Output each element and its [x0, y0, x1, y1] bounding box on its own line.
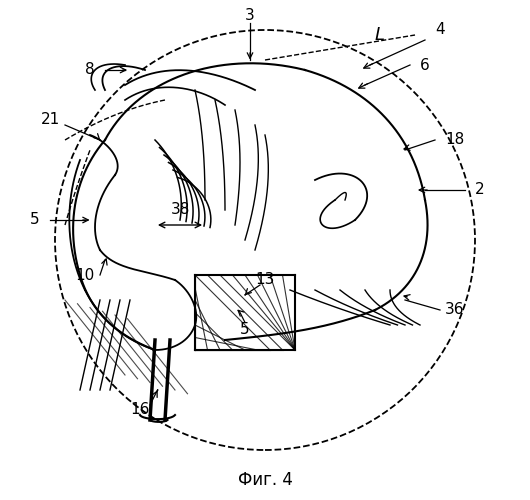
Text: Фиг. 4: Фиг. 4	[237, 471, 293, 489]
Text: 6: 6	[420, 58, 430, 72]
Text: 2: 2	[475, 182, 485, 198]
Text: 5: 5	[240, 322, 250, 338]
Text: 38: 38	[170, 202, 190, 218]
Text: L: L	[375, 26, 385, 44]
Text: 36: 36	[445, 302, 465, 318]
Text: 13: 13	[255, 272, 275, 287]
Text: 10: 10	[75, 268, 95, 282]
Text: 5: 5	[30, 212, 40, 228]
Text: 3: 3	[245, 8, 255, 22]
Text: 4: 4	[435, 22, 445, 38]
Text: 8: 8	[85, 62, 95, 78]
Text: 16: 16	[130, 402, 149, 417]
Text: 21: 21	[40, 112, 59, 128]
Text: 18: 18	[445, 132, 465, 148]
